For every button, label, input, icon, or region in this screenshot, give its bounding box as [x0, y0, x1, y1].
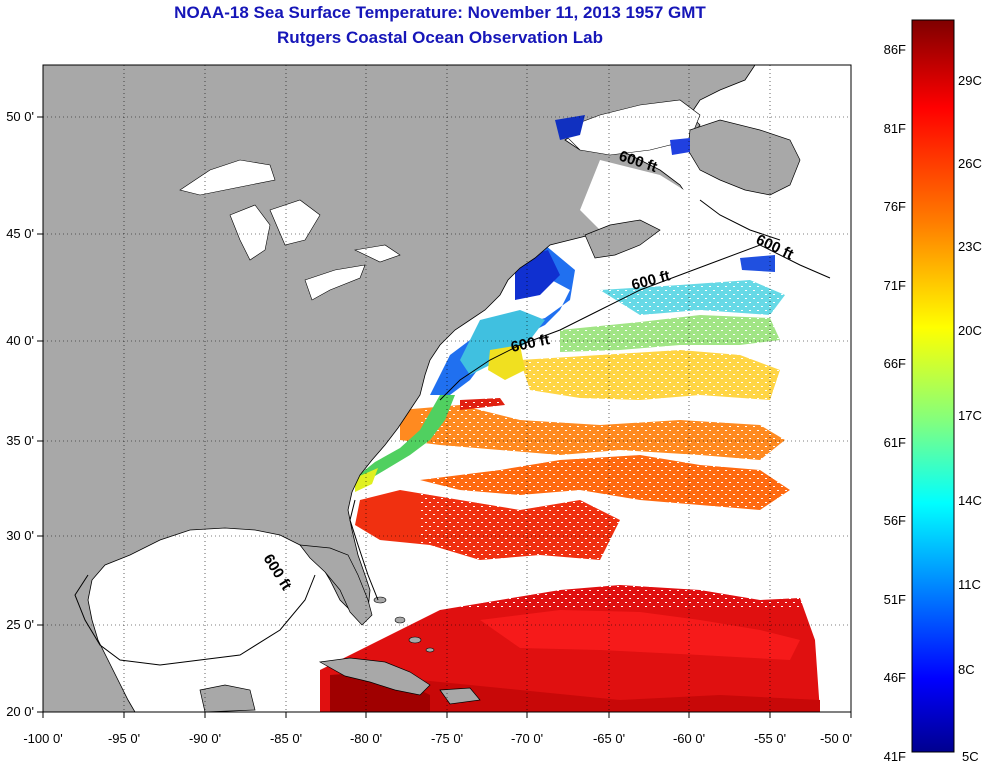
- map-content: 600 ft 600 ft 600 ft 600 ft 600 ft: [43, 65, 831, 712]
- colorbar-f-label: 86F: [884, 42, 906, 57]
- lon-tick-label: -50 0': [820, 731, 852, 746]
- lat-tick-label: 20 0': [6, 704, 34, 719]
- grid-lines: [43, 65, 851, 712]
- colorbar-c-label: 29C: [958, 73, 982, 88]
- lon-tick-label: -55 0': [754, 731, 786, 746]
- colorbar: [911, 19, 955, 753]
- florida: [299, 544, 373, 626]
- colorbar-c-label: 5C: [962, 749, 979, 764]
- lon-tick-label: -80 0': [350, 731, 382, 746]
- colorbar-f-label: 71F: [884, 278, 906, 293]
- colorbar-c-label: 23C: [958, 239, 982, 254]
- lon-tick-label: -100 0': [23, 731, 62, 746]
- lon-tick-label: -85 0': [270, 731, 302, 746]
- colorbar-f-label: 61F: [884, 435, 906, 450]
- map-subtitle: Rutgers Coastal Ocean Observation Lab: [277, 28, 603, 47]
- lat-tick-label: 35 0': [6, 433, 34, 448]
- colorbar-c-label: 20C: [958, 323, 982, 338]
- great-lakes: [179, 159, 276, 196]
- newfoundland: [687, 119, 801, 196]
- colorbar-c-label: 11C: [958, 577, 981, 592]
- lon-tick-label: -75 0': [431, 731, 463, 746]
- lat-tick-label: 45 0': [6, 226, 34, 241]
- colorbar-f-label: 76F: [884, 199, 906, 214]
- colorbar-f-label: 46F: [884, 670, 906, 685]
- lat-tick-label: 25 0': [6, 617, 34, 632]
- colorbar-c-label: 14C: [958, 493, 982, 508]
- lon-tick-label: -70 0': [511, 731, 543, 746]
- colorbar-f-label: 56F: [884, 513, 906, 528]
- colorbar-f-label: 41F: [884, 749, 906, 764]
- colorbar-c-label: 26C: [958, 156, 982, 171]
- axis-ticks: [37, 116, 852, 718]
- lat-tick-label: 30 0': [6, 528, 34, 543]
- colorbar-f-label: 51F: [884, 592, 906, 607]
- lon-tick-label: -90 0': [189, 731, 221, 746]
- cuba: [318, 657, 431, 696]
- isobath-600ft: [74, 574, 316, 666]
- lon-tick-label: -60 0': [673, 731, 705, 746]
- colorbar-c-label: 8C: [958, 662, 975, 677]
- lat-tick-label: 40 0': [6, 333, 34, 348]
- colorbar-f-label: 81F: [884, 121, 906, 136]
- lon-tick-label: -95 0': [108, 731, 140, 746]
- colorbar-f-label: 66F: [884, 356, 906, 371]
- map-title: NOAA-18 Sea Surface Temperature: Novembe…: [174, 3, 706, 22]
- lat-tick-label: 50 0': [6, 109, 34, 124]
- lon-tick-label: -65 0': [593, 731, 625, 746]
- colorbar-c-label: 17C: [958, 408, 982, 423]
